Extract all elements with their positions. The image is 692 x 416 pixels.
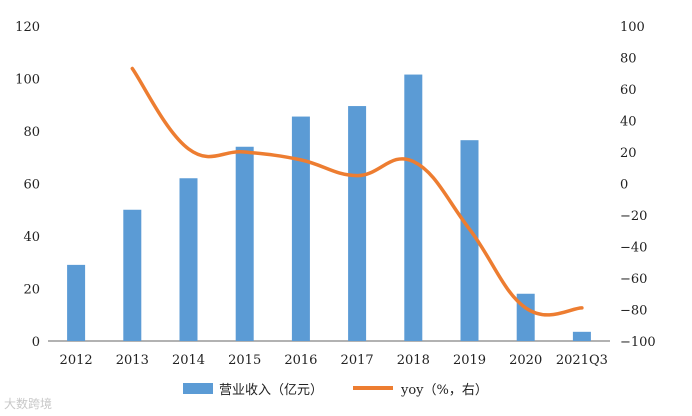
left-axis-ticks: 0 20 40 60 80 100 120 <box>15 20 40 350</box>
right-tick-label: −20 <box>620 209 647 224</box>
right-tick-label: 100 <box>620 20 645 35</box>
x-tick-label: 2018 <box>397 353 430 368</box>
left-tick-label: 0 <box>32 335 40 350</box>
bar <box>404 74 423 341</box>
bar <box>67 264 86 341</box>
right-tick-label: 0 <box>620 178 628 193</box>
right-tick-label: −80 <box>620 304 647 319</box>
right-tick-label: −100 <box>620 335 656 350</box>
right-tick-label: 20 <box>620 146 637 161</box>
right-tick-label: 60 <box>620 83 637 98</box>
bar <box>460 140 479 341</box>
x-tick-label: 2020 <box>509 353 542 368</box>
bar-series <box>67 74 591 341</box>
left-tick-label: 60 <box>23 178 40 193</box>
x-axis-ticks: 2012 2013 2014 2015 2016 2017 2018 2019 2020 2021… <box>60 353 608 368</box>
bar <box>348 106 367 341</box>
legend: 营业收入（亿元） yoy（%，右） <box>183 383 488 398</box>
left-tick-label: 120 <box>15 20 40 35</box>
bar <box>235 146 254 341</box>
x-tick-label: 2016 <box>284 353 317 368</box>
legend-bar-swatch <box>183 383 213 394</box>
x-tick-label: 2014 <box>172 353 205 368</box>
x-tick-label: 2013 <box>116 353 149 368</box>
x-tick-label: 2012 <box>60 353 93 368</box>
yoy-line <box>130 66 584 317</box>
x-tick-label: 2017 <box>341 353 374 368</box>
right-axis-ticks: −100 −80 −60 −40 −20 0 20 40 60 80 100 <box>620 20 656 350</box>
left-tick-label: 80 <box>23 125 40 140</box>
x-tick-label: 2015 <box>228 353 261 368</box>
bar <box>179 178 198 341</box>
right-tick-label: −40 <box>620 241 647 256</box>
legend-line-label: yoy（%，右） <box>400 383 488 398</box>
bar <box>123 209 142 341</box>
right-tick-label: 80 <box>620 52 637 67</box>
left-tick-label: 100 <box>15 73 40 88</box>
line-series <box>130 66 584 317</box>
x-tick-label: 2019 <box>453 353 486 368</box>
right-tick-label: 40 <box>620 115 637 130</box>
left-tick-label: 20 <box>23 283 40 298</box>
legend-bar-label: 营业收入（亿元） <box>219 383 323 398</box>
bar <box>572 331 591 341</box>
watermark: 大数跨境 <box>4 397 53 411</box>
left-tick-label: 40 <box>23 230 40 245</box>
right-tick-label: −60 <box>620 272 647 287</box>
bar <box>291 116 310 341</box>
x-tick-label: 2021Q3 <box>556 353 608 368</box>
